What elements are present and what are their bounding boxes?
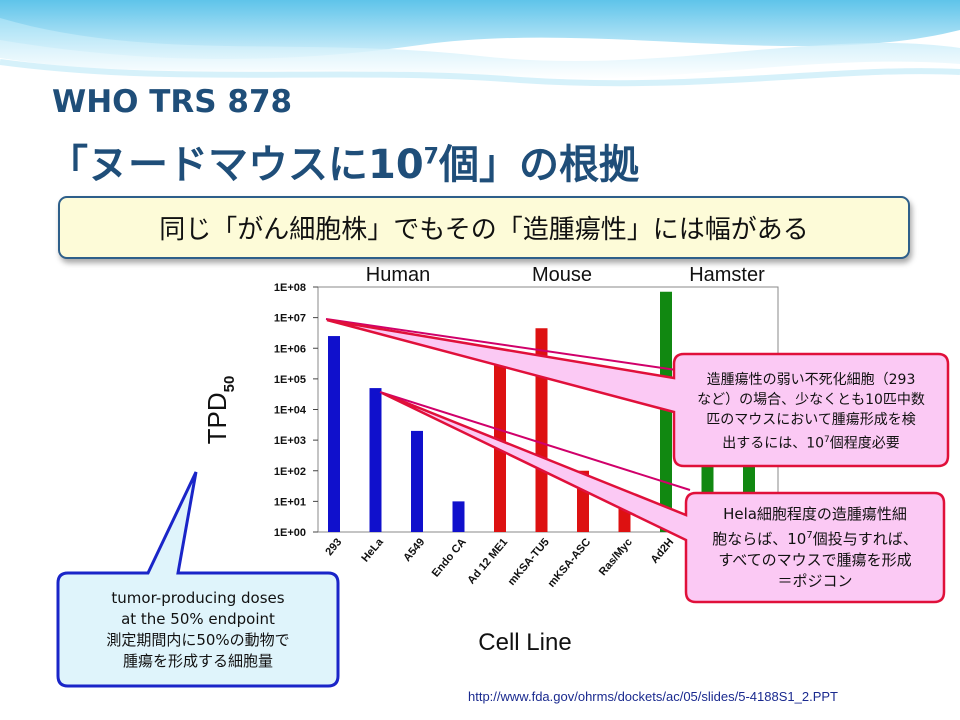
group-label: Hamster bbox=[689, 264, 765, 286]
callout-hela-line: すべてのマウスで腫瘍を形成 bbox=[718, 551, 912, 569]
y-tick-label: 1E+01 bbox=[274, 496, 306, 508]
bar bbox=[328, 336, 340, 532]
bar bbox=[452, 501, 465, 532]
bar bbox=[411, 430, 423, 532]
slide-title-line2: 「ヌードマウスに107個」の根拠 bbox=[48, 132, 639, 190]
callout-hela-line: Hela細胞程度の造腫瘍性細 bbox=[723, 505, 907, 523]
callout-hela-line: ＝ポジコン bbox=[777, 572, 853, 590]
source-url: http://www.fda.gov/ohrms/dockets/ac/05/s… bbox=[468, 689, 838, 704]
slide-title-line1: WHO TRS 878 bbox=[52, 84, 293, 120]
x-tick-label: 293 bbox=[323, 536, 344, 558]
callout-weak-line: 匹のマウスにおいて腫瘍形成を検 bbox=[706, 412, 916, 429]
x-tick-label: Ad 12 ME1 bbox=[465, 536, 510, 586]
x-tick-label: Ad2H bbox=[649, 536, 677, 566]
callout-tpd-line: 測定期間内に50%の動物で bbox=[106, 631, 290, 649]
callout-weak-tumorigenicity bbox=[326, 318, 950, 468]
y-axis-title-sub: 50 bbox=[221, 376, 238, 393]
y-axis-title-main: TPD bbox=[202, 392, 232, 444]
y-tick-label: 1E+04 bbox=[274, 405, 307, 417]
x-tick-label: Endo CA bbox=[430, 536, 469, 579]
callout-tpd-line: tumor-producing doses bbox=[111, 589, 285, 607]
callout-tpd-line: 腫瘍を形成する細胞量 bbox=[122, 652, 273, 670]
callout-weak-text: 造腫瘍性の弱い不死化細胞（293 など）の場合、少なくとも10匹中数 匹のマウス… bbox=[676, 364, 946, 460]
bar bbox=[535, 328, 548, 532]
y-tick-label: 1E+02 bbox=[274, 466, 306, 478]
callout-hela-text: Hela細胞程度の造腫瘍性細 胞ならば、107個投与すれば、 すべてのマウスで腫… bbox=[688, 500, 942, 596]
x-axis-title: Cell Line bbox=[478, 629, 571, 656]
summary-banner: 同じ「がん細胞株」でもその「造腫瘍性」には幅がある bbox=[58, 196, 910, 259]
title-exponent: 7 bbox=[423, 144, 439, 170]
callout-tpd-line: at the 50% endpoint bbox=[121, 610, 275, 628]
title-main-text: 「ヌードマウスに10 bbox=[48, 142, 424, 188]
callout-tpd-text: tumor-producing doses at the 50% endpoin… bbox=[60, 580, 336, 680]
group-label: Human bbox=[366, 264, 430, 286]
x-tick-label: mKSA-TU5 bbox=[506, 536, 552, 588]
y-tick-label: 1E+08 bbox=[274, 282, 306, 294]
y-tick-label: 1E+03 bbox=[274, 435, 306, 447]
y-tick-label: 1E+07 bbox=[274, 313, 306, 325]
callout-weak-line: など）の場合、少なくとも10匹中数 bbox=[697, 392, 925, 409]
callout-pointer-line bbox=[379, 391, 691, 491]
callout-hela-positive-control bbox=[381, 391, 946, 604]
header-wave-background bbox=[0, 0, 960, 90]
y-tick-label: 1E+05 bbox=[274, 374, 306, 386]
callout-weak-line: 出するには、107個程度必要 bbox=[722, 435, 900, 452]
callout-pointer-line bbox=[325, 318, 691, 373]
y-tick-label: 1E+00 bbox=[274, 527, 306, 539]
group-label: Mouse bbox=[532, 264, 592, 286]
summary-banner-text: 同じ「がん細胞株」でもその「造腫瘍性」には幅がある bbox=[159, 215, 809, 245]
callout-tpd-definition bbox=[56, 471, 340, 688]
callout-hela-line: 胞ならば、107個投与すれば、 bbox=[712, 530, 918, 548]
x-tick-label: Ras/Myc bbox=[597, 536, 635, 578]
callout-weak-line: 造腫瘍性の弱い不死化細胞（293 bbox=[706, 372, 916, 389]
x-tick-label: A549 bbox=[401, 536, 427, 564]
bar bbox=[369, 388, 382, 532]
y-axis-title: TPD50 bbox=[202, 376, 238, 445]
title-end-text: 個」の根拠 bbox=[438, 142, 639, 188]
x-tick-label: mKSA-ASC bbox=[546, 536, 594, 590]
bar bbox=[660, 291, 672, 532]
x-tick-label: HeLa bbox=[359, 536, 386, 565]
y-tick-label: 1E+06 bbox=[274, 343, 306, 355]
